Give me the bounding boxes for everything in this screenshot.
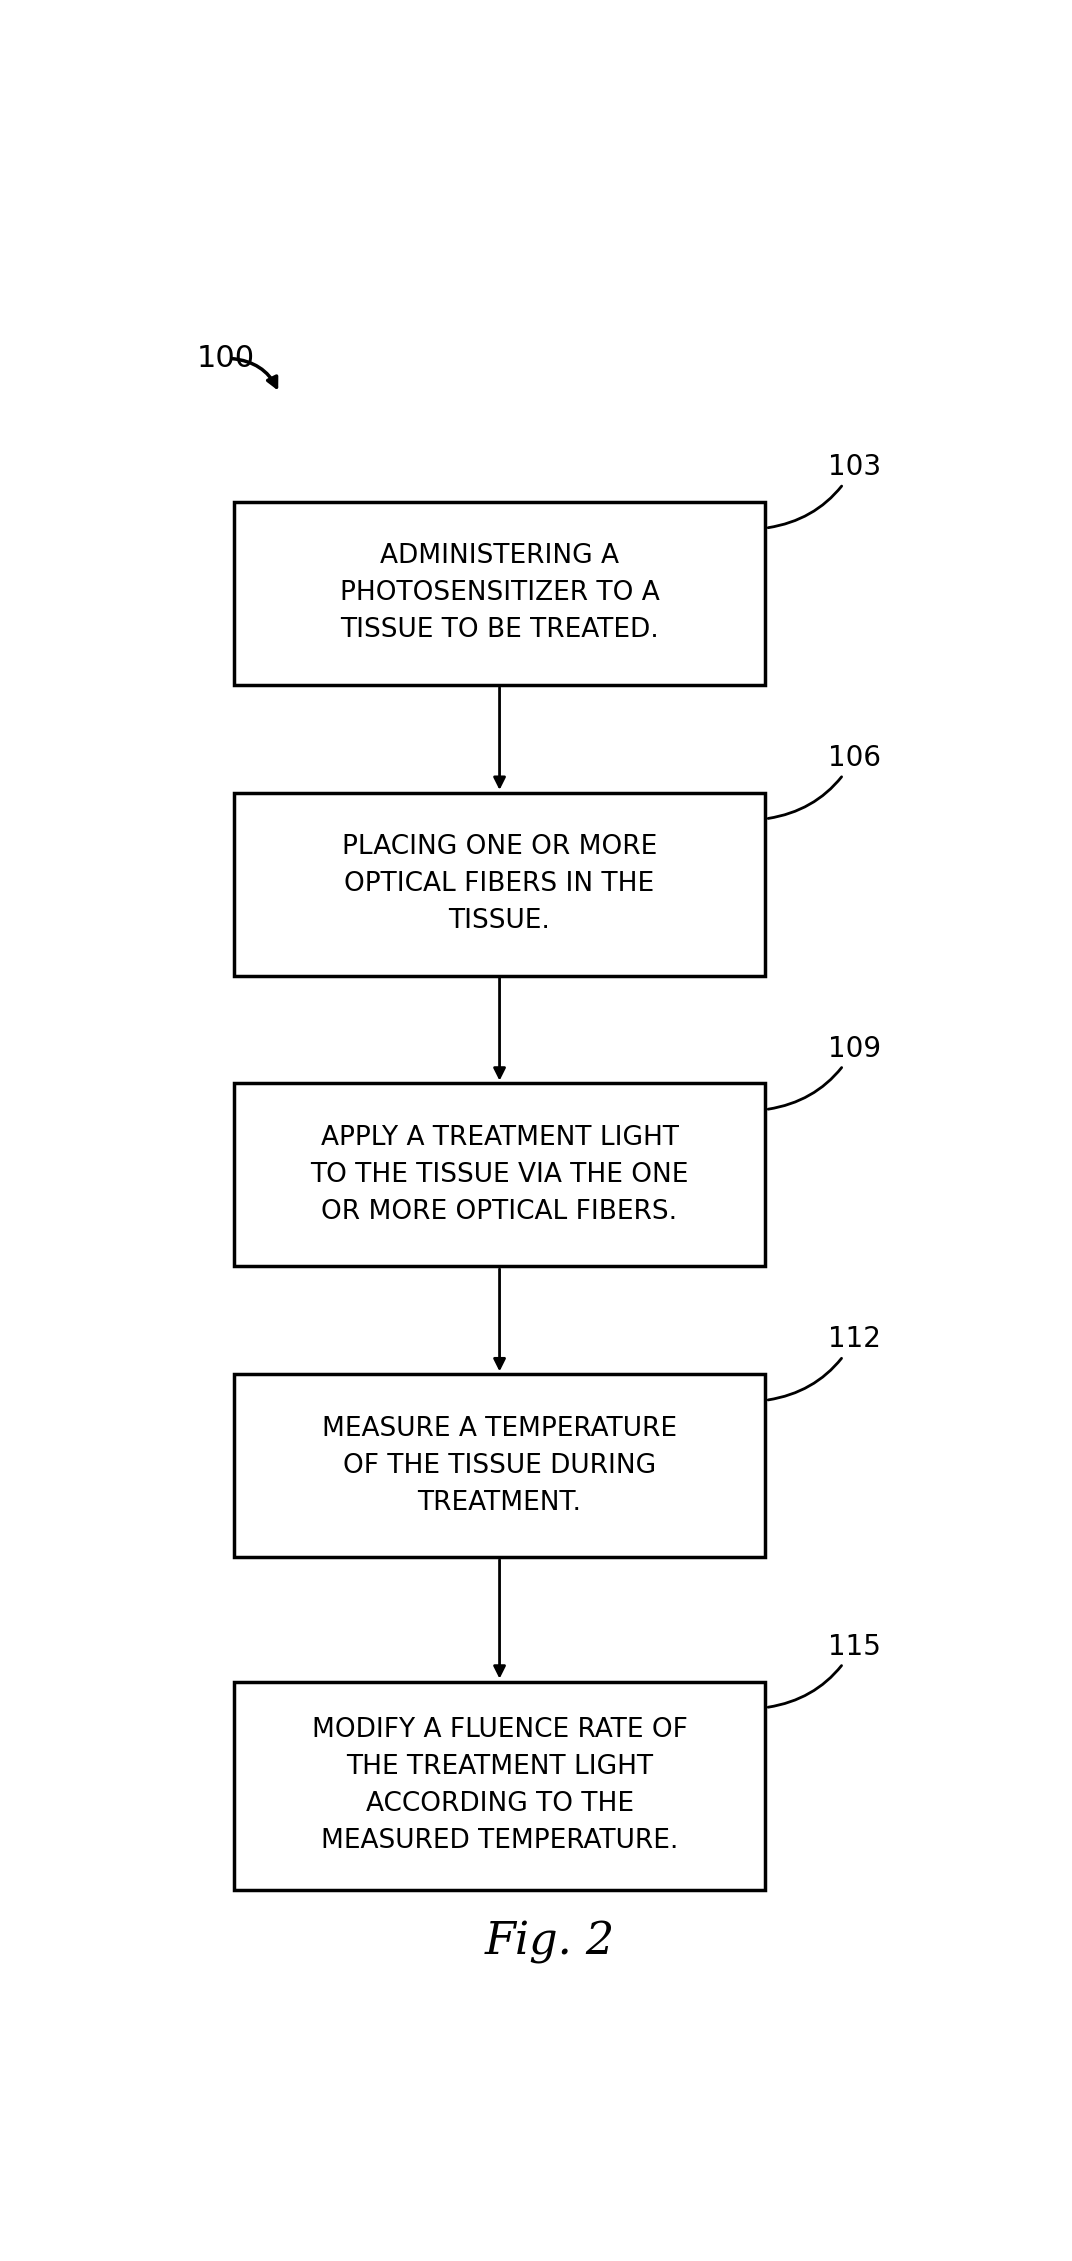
FancyBboxPatch shape [234, 1682, 765, 1890]
Text: PLACING ONE OR MORE
OPTICAL FIBERS IN THE
TISSUE.: PLACING ONE OR MORE OPTICAL FIBERS IN TH… [342, 834, 657, 934]
Text: MEASURE A TEMPERATURE
OF THE TISSUE DURING
TREATMENT.: MEASURE A TEMPERATURE OF THE TISSUE DURI… [322, 1415, 678, 1515]
Text: 106: 106 [769, 744, 881, 818]
Text: 100: 100 [196, 344, 254, 373]
Text: 115: 115 [769, 1632, 880, 1707]
FancyBboxPatch shape [234, 502, 765, 685]
FancyBboxPatch shape [234, 794, 765, 974]
FancyBboxPatch shape [234, 1083, 765, 1266]
Text: MODIFY A FLUENCE RATE OF
THE TREATMENT LIGHT
ACCORDING TO THE
MEASURED TEMPERATU: MODIFY A FLUENCE RATE OF THE TREATMENT L… [312, 1718, 687, 1854]
Text: 103: 103 [769, 452, 881, 527]
FancyBboxPatch shape [234, 1375, 765, 1558]
Text: Fig. 2: Fig. 2 [485, 1920, 614, 1963]
Text: 109: 109 [769, 1036, 881, 1110]
Text: APPLY A TREATMENT LIGHT
TO THE TISSUE VIA THE ONE
OR MORE OPTICAL FIBERS.: APPLY A TREATMENT LIGHT TO THE TISSUE VI… [311, 1126, 688, 1225]
Text: 112: 112 [769, 1325, 880, 1400]
Text: ADMINISTERING A
PHOTOSENSITIZER TO A
TISSUE TO BE TREATED.: ADMINISTERING A PHOTOSENSITIZER TO A TIS… [340, 543, 659, 644]
